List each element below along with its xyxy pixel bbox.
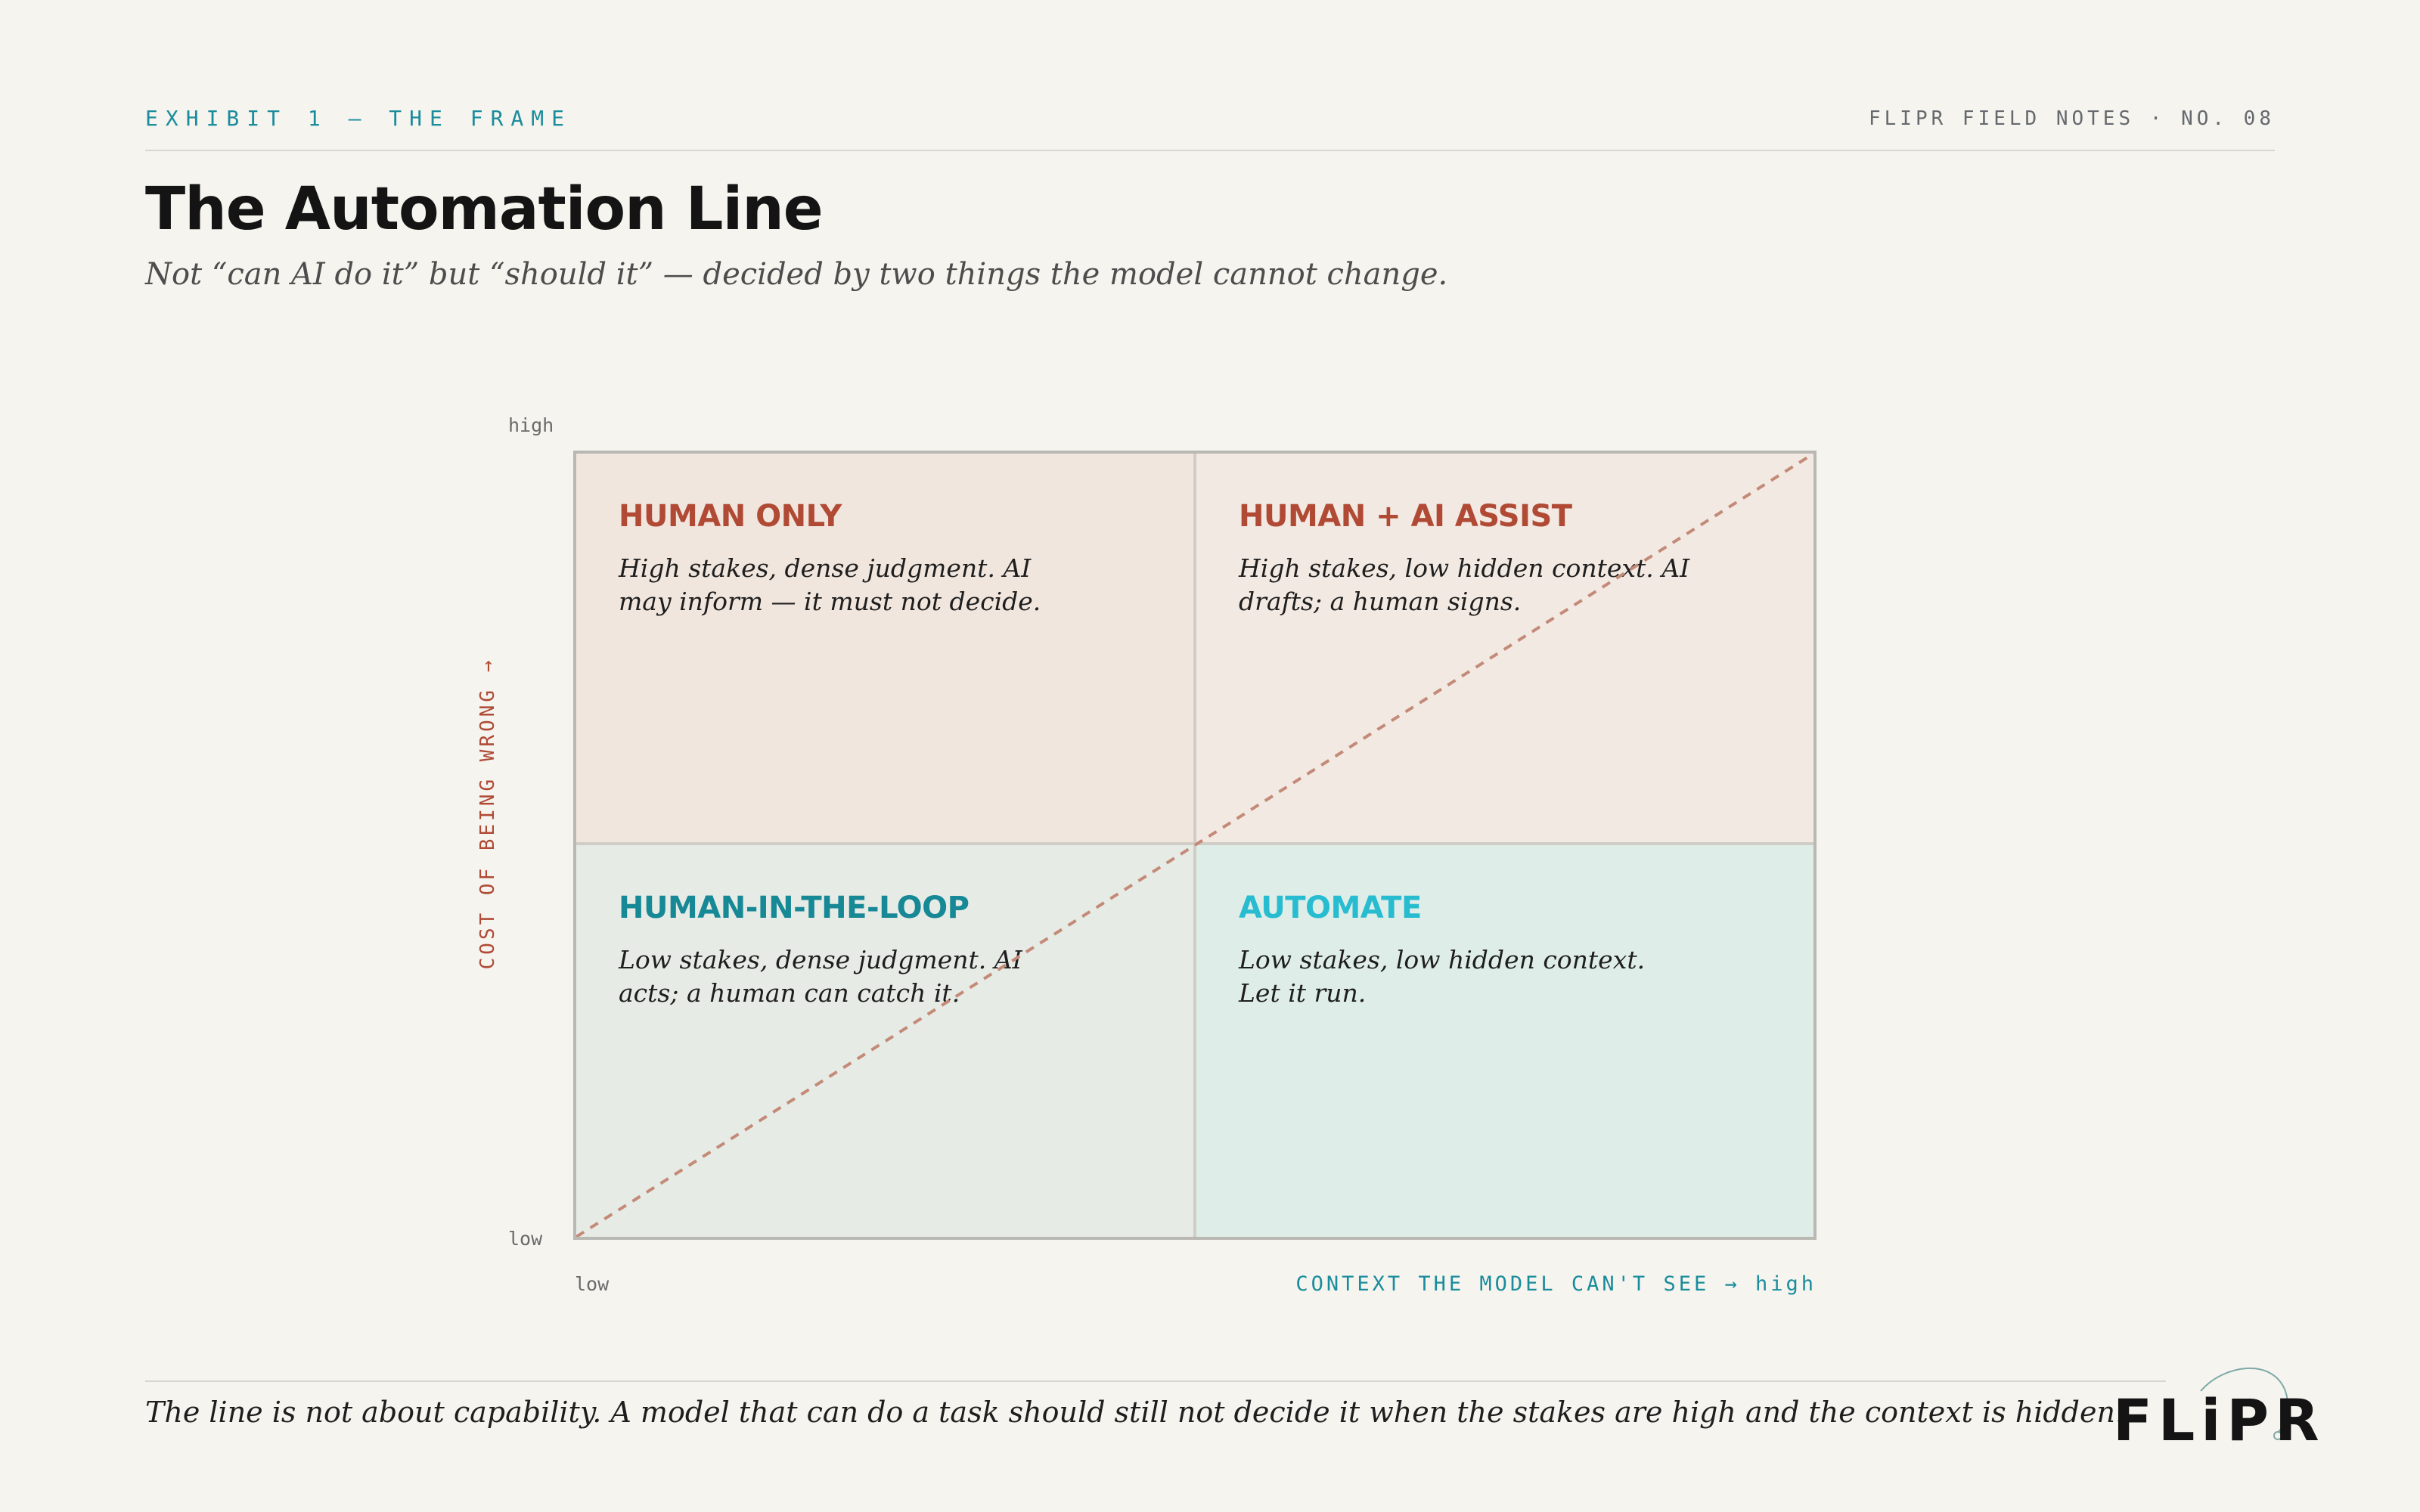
quadrant-matrix: HUMAN ONLY High stakes, dense judgment. … bbox=[573, 451, 1817, 1240]
quadrant-title: HUMAN + AI ASSIST bbox=[1239, 499, 1572, 534]
logo-wordmark: FLiPR bbox=[2113, 1387, 2325, 1454]
quadrant-description: Low stakes, dense judgment. AI acts; a h… bbox=[619, 945, 1022, 1008]
quadrant-human-only: HUMAN ONLY High stakes, dense judgment. … bbox=[576, 454, 1196, 845]
quadrant-human-ai-assist: HUMAN + AI ASSIST High stakes, low hidde… bbox=[1196, 454, 1813, 845]
footer-note: The line is not about capability. A mode… bbox=[145, 1396, 2125, 1429]
header-divider bbox=[145, 150, 2275, 151]
quadrant-title: HUMAN ONLY bbox=[619, 499, 842, 534]
y-axis-title: COST OF BEING WRONG → bbox=[476, 657, 499, 970]
y-axis-low-label: low bbox=[508, 1228, 543, 1250]
x-axis-low-label: low bbox=[575, 1273, 610, 1295]
x-axis-title: CONTEXT THE MODEL CAN'T SEE → high bbox=[1295, 1272, 1817, 1296]
page-title: The Automation Line bbox=[145, 175, 824, 243]
footer-divider bbox=[145, 1380, 2166, 1382]
quadrant-description: High stakes, dense judgment. AI may info… bbox=[619, 553, 1041, 616]
quadrant-description: High stakes, low hidden context. AI draf… bbox=[1239, 553, 1690, 616]
page-subtitle: Not “can AI do it” but “should it” — dec… bbox=[145, 257, 1448, 292]
logo-arc-icon bbox=[2200, 1367, 2289, 1440]
quadrant-title: HUMAN-IN-THE-LOOP bbox=[619, 891, 970, 925]
quadrant-automate: AUTOMATE Low stakes, low hidden context.… bbox=[1196, 845, 1813, 1237]
y-axis-high-label: high bbox=[508, 414, 554, 436]
series-label: FLIPR FIELD NOTES · NO. 08 bbox=[1869, 107, 2275, 130]
quadrant-description: Low stakes, low hidden context. Let it r… bbox=[1239, 945, 1646, 1008]
exhibit-label: EXHIBIT 1 — THE FRAME bbox=[145, 106, 572, 131]
flipr-logo: FLiPR bbox=[2110, 1361, 2319, 1459]
quadrant-title: AUTOMATE bbox=[1239, 891, 1422, 925]
quadrant-human-in-the-loop: HUMAN-IN-THE-LOOP Low stakes, dense judg… bbox=[576, 845, 1196, 1237]
